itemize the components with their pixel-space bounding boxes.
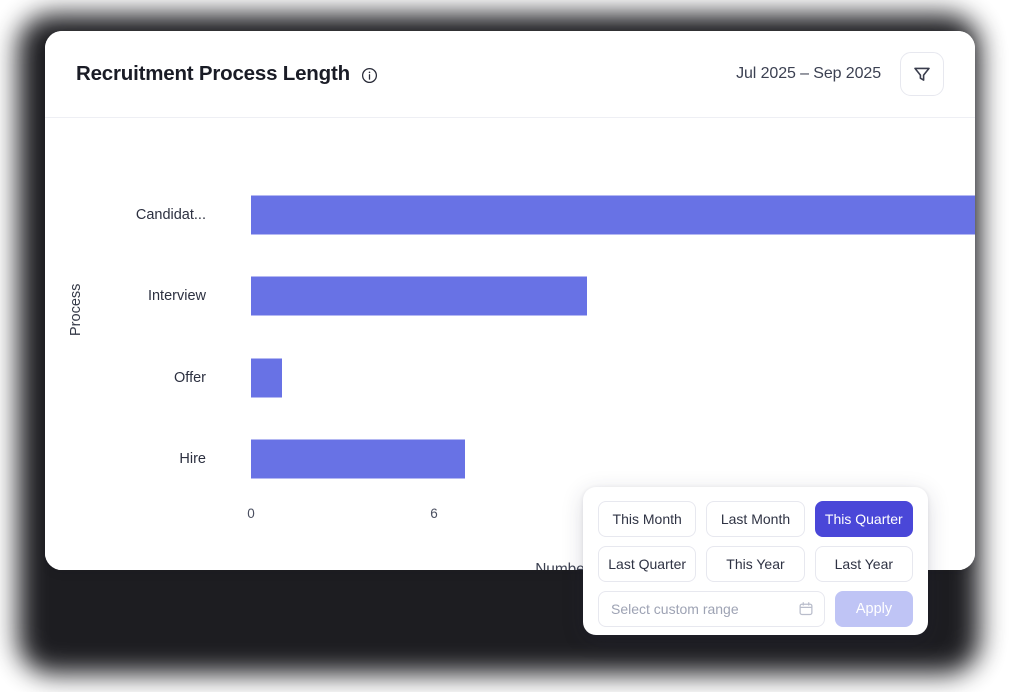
preset-this-month[interactable]: This Month xyxy=(598,501,697,537)
title-group: Recruitment Process Length xyxy=(76,62,378,86)
bar-candidate[interactable] xyxy=(251,195,975,235)
header-actions: Jul 2025 – Sep 2025 xyxy=(736,52,944,96)
y-tick-label-3: Hire xyxy=(179,451,206,467)
chart-area: Process Candidat... Interview Offer Hire… xyxy=(45,118,975,570)
card-surface: Recruitment Process Length Jul 2025 – Se… xyxy=(45,31,975,570)
bar-interview[interactable] xyxy=(251,276,587,316)
preset-this-year[interactable]: This Year xyxy=(706,546,805,582)
preset-row-1: This Month Last Month This Quarter xyxy=(598,501,913,537)
filter-button[interactable] xyxy=(900,52,944,96)
funnel-icon xyxy=(912,64,932,84)
custom-range-input[interactable] xyxy=(611,601,792,617)
x-tick-label-1: 6 xyxy=(430,506,438,521)
info-circle-icon[interactable] xyxy=(361,65,378,84)
y-tick-label-2: Offer xyxy=(174,370,206,386)
preset-last-year[interactable]: Last Year xyxy=(814,546,913,582)
date-range-label: Jul 2025 – Sep 2025 xyxy=(736,65,881,82)
apply-button[interactable]: Apply xyxy=(835,591,913,627)
preset-last-month[interactable]: Last Month xyxy=(706,501,805,537)
x-tick-label-0: 0 xyxy=(247,506,255,521)
preset-this-quarter[interactable]: This Quarter xyxy=(814,501,913,537)
bar-offer[interactable] xyxy=(251,358,282,398)
calendar-icon[interactable] xyxy=(798,601,814,617)
preset-row-2: Last Quarter This Year Last Year xyxy=(598,546,913,582)
plot-area: 0 6 12 18 24 Number of Days xyxy=(206,118,975,570)
y-tick-label-1: Interview xyxy=(147,288,206,304)
custom-range-field[interactable] xyxy=(598,591,825,627)
page-title: Recruitment Process Length xyxy=(76,62,350,85)
bar-hire[interactable] xyxy=(251,439,465,479)
custom-range-row: Apply xyxy=(598,591,913,627)
card-header: Recruitment Process Length Jul 2025 – Se… xyxy=(45,31,975,118)
date-range-popover: This Month Last Month This Quarter Last … xyxy=(583,487,928,635)
preset-last-quarter[interactable]: Last Quarter xyxy=(598,546,697,582)
recruitment-process-card: Recruitment Process Length Jul 2025 – Se… xyxy=(45,31,975,570)
y-tick-label-0: Candidat... xyxy=(135,207,206,223)
y-axis-title: Process xyxy=(68,283,84,336)
